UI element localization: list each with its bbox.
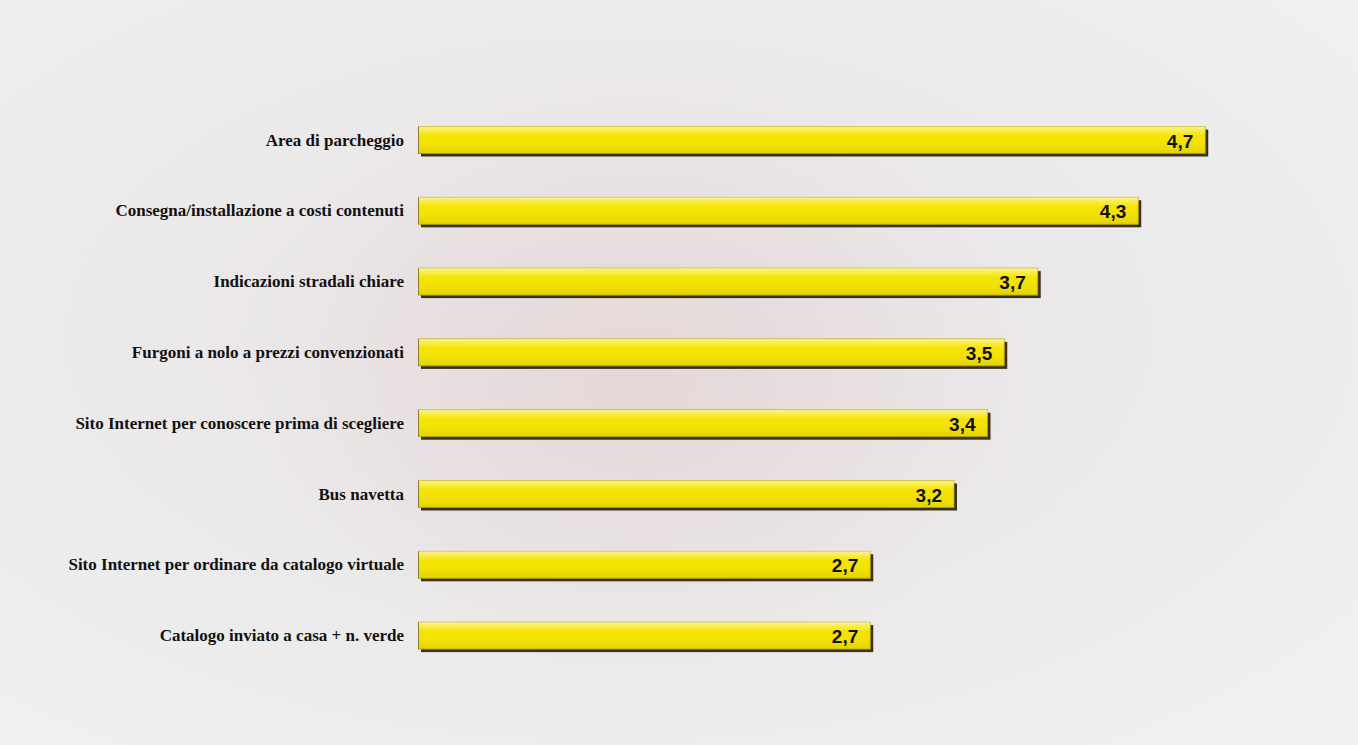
category-label: Sito Internet per conoscere prima di sce… bbox=[75, 414, 404, 433]
bar bbox=[418, 197, 1138, 224]
bars bbox=[418, 127, 1208, 653]
labels: Area di parcheggio 4,7 Consegna/installazi… bbox=[68, 131, 1193, 648]
data-label: 3,2 bbox=[916, 485, 942, 506]
bar bbox=[418, 339, 1004, 366]
data-label: 4,7 bbox=[1167, 131, 1193, 152]
category-label: Consegna/installazione a costi contenuti bbox=[115, 201, 404, 220]
data-label: 2,7 bbox=[832, 555, 858, 576]
bar-highlight bbox=[418, 481, 954, 508]
bar-highlight bbox=[418, 410, 988, 437]
data-label: 4,3 bbox=[1100, 201, 1126, 222]
bar-highlight bbox=[418, 197, 1138, 224]
bar-highlight bbox=[418, 551, 870, 578]
category-label: Catalogo inviato a casa + n. verde bbox=[160, 626, 405, 645]
bar bbox=[418, 551, 870, 578]
category-label: Sito Internet per ordinare da catalogo v… bbox=[68, 555, 404, 574]
bar bbox=[418, 481, 954, 508]
chart: Area di parcheggio 4,7 Consegna/installazi… bbox=[0, 0, 1358, 745]
bar-edge bbox=[418, 410, 419, 437]
bar-edge bbox=[418, 481, 419, 508]
bar bbox=[418, 127, 1205, 154]
category-label: Area di parcheggio bbox=[266, 131, 404, 150]
bar-highlight bbox=[418, 127, 1205, 154]
data-label: 3,7 bbox=[999, 272, 1025, 293]
category-label: Indicazioni stradali chiare bbox=[214, 272, 405, 291]
category-label: Furgoni a nolo a prezzi convenzionati bbox=[132, 343, 404, 362]
bar bbox=[418, 268, 1038, 295]
bar-highlight bbox=[418, 339, 1004, 366]
bar-edge bbox=[418, 268, 419, 295]
bar-edge bbox=[418, 622, 419, 649]
bar-edge bbox=[418, 339, 419, 366]
data-label: 3,4 bbox=[949, 414, 976, 435]
bar-edge bbox=[418, 551, 419, 578]
background bbox=[0, 0, 1358, 745]
bar-edge bbox=[418, 127, 419, 154]
category-label: Bus navetta bbox=[319, 485, 405, 504]
data-label: 3,5 bbox=[966, 343, 993, 364]
bar-highlight bbox=[418, 268, 1038, 295]
bar-highlight bbox=[418, 622, 870, 649]
bar-edge bbox=[418, 197, 419, 224]
background-shade bbox=[260, 80, 1020, 680]
bar bbox=[418, 622, 870, 649]
bar bbox=[418, 410, 988, 437]
data-label: 2,7 bbox=[832, 626, 858, 647]
